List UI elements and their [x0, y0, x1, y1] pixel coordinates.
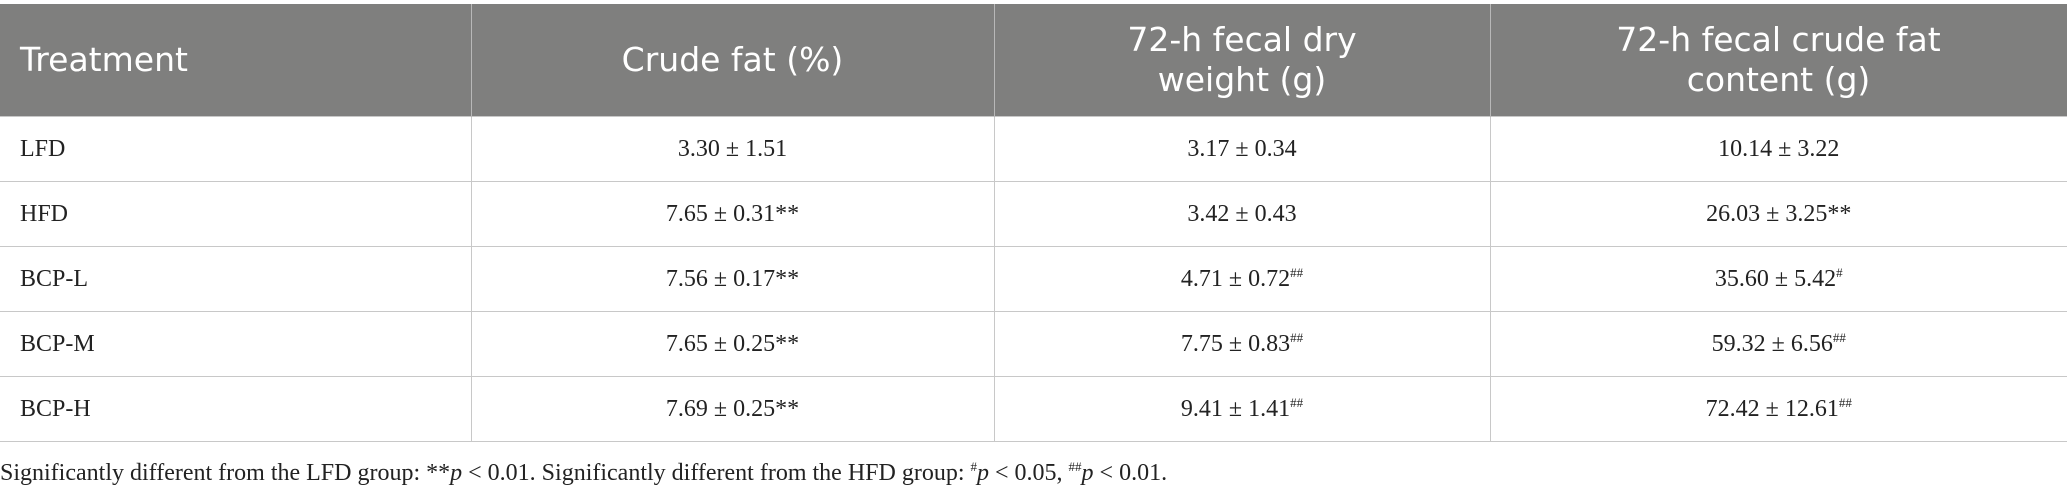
table-cell: 7.65 ± 0.25**	[470, 311, 995, 377]
cell-text: 7.75 ± 0.83	[1180, 331, 1291, 357]
cell-text: 3.17 ± 0.34	[1187, 135, 1297, 162]
cell-text: 9.41 ± 1.41	[1180, 396, 1291, 422]
table-body: LFD 3.30 ± 1.51 3.17 ± 0.34 10.14 ± 3.22 HFD…	[0, 116, 2067, 442]
table-cell: 7.75 ± 0.83##	[993, 311, 1491, 377]
cell-text: 3.30 ± 1.51	[677, 135, 788, 162]
table-cell: HFD	[0, 181, 472, 247]
cell-text: LFD	[20, 135, 66, 162]
cell-text: BCP-H	[20, 395, 91, 422]
header-cell: 72-h fecal crude fat content (g)	[1490, 4, 2067, 117]
cell-text: 7.56 ± 0.17**	[665, 265, 800, 292]
cell-superscript: ##	[1832, 330, 1846, 345]
cell-superscript: ##	[1838, 395, 1852, 410]
table-cell: LFD	[0, 116, 472, 182]
header-text: Treatment	[20, 40, 188, 79]
table-row: BCP-L 7.56 ± 0.17** 4.71 ± 0.72## 35.60 ± 5…	[0, 246, 2067, 312]
header-cell: Treatment	[0, 4, 472, 117]
header-text: 72-h fecal crude fat content (g)	[1616, 20, 1941, 99]
data-table: Treatment Crude fat (%) 72-h fecal dry w…	[0, 4, 2067, 442]
table-cell: 7.65 ± 0.31**	[470, 181, 995, 247]
cell-text: 35.60 ± 5.42	[1714, 266, 1837, 292]
header-cell: 72-h fecal dry weight (g)	[994, 4, 1491, 117]
footnote-text: < 0.01.	[1093, 460, 1168, 486]
footnote-text: < 0.01. Significantly different from the…	[462, 460, 971, 486]
table-cell: BCP-H	[0, 376, 472, 442]
cell-text: 10.14 ± 3.22	[1718, 135, 1840, 162]
header-row: Treatment Crude fat (%) 72-h fecal dry w…	[0, 4, 2067, 117]
footnote-text: #	[970, 459, 978, 474]
cell-superscript: #	[1836, 265, 1843, 280]
table-row: BCP-M 7.65 ± 0.25** 7.75 ± 0.83## 59.32 ± 6…	[0, 311, 2067, 377]
header-text: Crude fat (%)	[621, 40, 844, 79]
cell-text: 7.65 ± 0.25**	[665, 330, 800, 357]
table-cell: 4.71 ± 0.72##	[993, 246, 1491, 312]
cell-superscript: ##	[1290, 395, 1304, 410]
cell-superscript: ##	[1290, 330, 1304, 345]
table-cell: 7.56 ± 0.17**	[470, 246, 995, 312]
footnote-text: Significantly different from the LFD gro…	[0, 460, 451, 486]
header-text: 72-h fecal dry weight (g)	[1127, 20, 1357, 99]
table-row: BCP-H 7.69 ± 0.25** 9.41 ± 1.41## 72.42 ± 1…	[0, 376, 2067, 442]
table-cell: 26.03 ± 3.25**	[1489, 181, 2067, 247]
table-cell: 72.42 ± 12.61##	[1489, 376, 2067, 442]
table-cell: 7.69 ± 0.25**	[470, 376, 995, 442]
cell-text: 72.42 ± 12.61	[1705, 396, 1839, 422]
table-cell: 3.17 ± 0.34	[993, 116, 1491, 182]
cell-text: 7.65 ± 0.31**	[665, 200, 800, 227]
table-cell: 3.42 ± 0.43	[993, 181, 1491, 247]
footnote-text: p	[1081, 460, 1094, 486]
cell-text: 7.69 ± 0.25**	[665, 395, 800, 422]
cell-text: BCP-L	[20, 265, 89, 292]
table-cell: 9.41 ± 1.41##	[993, 376, 1491, 442]
footnote: Significantly different from the LFD gro…	[0, 459, 1167, 487]
cell-superscript: ##	[1290, 265, 1304, 280]
cell-text: 26.03 ± 3.25**	[1706, 200, 1852, 227]
footnote-text: p	[977, 460, 989, 486]
footnote-text: p	[450, 460, 463, 486]
cell-text: 59.32 ± 6.56	[1711, 331, 1833, 357]
cell-text: 4.71 ± 0.72	[1180, 266, 1291, 292]
table-row: HFD 7.65 ± 0.31** 3.42 ± 0.43 26.03 ± 3.25*…	[0, 181, 2067, 247]
table-cell: BCP-M	[0, 311, 472, 377]
table-cell: 59.32 ± 6.56##	[1489, 311, 2067, 377]
header-cell: Crude fat (%)	[471, 4, 995, 117]
table-cell: 10.14 ± 3.22	[1489, 116, 2067, 182]
cell-text: HFD	[20, 200, 69, 227]
table-cell: BCP-L	[0, 246, 472, 312]
footnote-text: ##	[1068, 459, 1082, 474]
table-cell: 3.30 ± 1.51	[470, 116, 995, 182]
table-row: LFD 3.30 ± 1.51 3.17 ± 0.34 10.14 ± 3.22	[0, 116, 2067, 182]
cell-text: 3.42 ± 0.43	[1187, 200, 1297, 227]
footnote-text: < 0.05,	[989, 460, 1069, 486]
table-cell: 35.60 ± 5.42#	[1489, 246, 2067, 312]
cell-text: BCP-M	[20, 330, 95, 357]
